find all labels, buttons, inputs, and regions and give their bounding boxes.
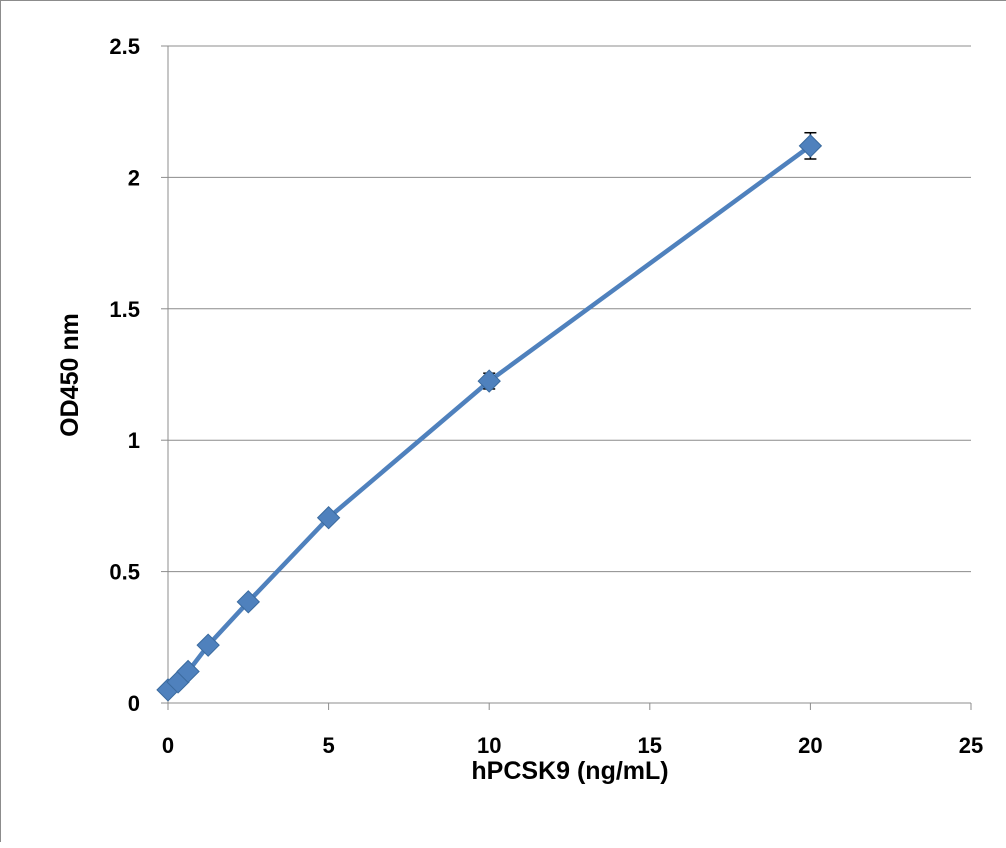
y-tick-labels: 0 0.5 1 1.5 2 2.5 [109, 34, 140, 716]
x-tick-label: 15 [638, 733, 662, 758]
y-axis-title: OD450 nm [56, 313, 84, 437]
x-axis-title: hPCSK9 (ng/mL) [471, 757, 668, 785]
axes [161, 45, 972, 710]
y-tick-label: 0.5 [109, 560, 140, 585]
data-series [156, 131, 823, 702]
x-tick-label: 10 [477, 733, 501, 758]
y-tick-label: 0 [128, 691, 140, 716]
x-tick-label: 20 [798, 733, 822, 758]
y-tick-label: 2.5 [109, 34, 140, 59]
y-tick-label: 2 [128, 165, 140, 190]
data-point [196, 633, 220, 657]
data-point [236, 590, 261, 614]
x-tick-label: 25 [959, 733, 983, 758]
series-line [166, 144, 812, 692]
x-tick-label: 0 [162, 733, 174, 758]
x-tick-labels: 0 5 10 15 20 25 [162, 733, 983, 758]
y-tick-label: 1 [128, 428, 140, 453]
data-point [798, 134, 823, 158]
data-point [316, 506, 341, 530]
data-point [176, 659, 200, 684]
data-point [477, 369, 501, 393]
y-tick-label: 1.5 [109, 297, 140, 322]
x-tick-label: 5 [322, 733, 334, 758]
grid-lines [168, 45, 971, 573]
